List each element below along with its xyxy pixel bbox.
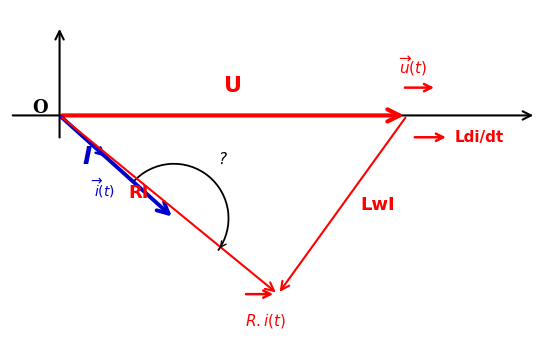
Text: I: I	[82, 145, 92, 169]
Text: ?: ?	[218, 152, 226, 167]
Text: $R.i(t)$: $R.i(t)$	[246, 312, 287, 330]
Text: O: O	[32, 99, 48, 118]
Text: $\overrightarrow{i}(t)$: $\overrightarrow{i}(t)$	[91, 176, 115, 200]
Text: LwI: LwI	[360, 196, 395, 214]
Text: $\overrightarrow{u}(t)$: $\overrightarrow{u}(t)$	[399, 55, 428, 78]
Text: RI: RI	[128, 184, 149, 202]
Text: Ldi/dt: Ldi/dt	[455, 130, 504, 145]
Text: U: U	[224, 76, 242, 96]
